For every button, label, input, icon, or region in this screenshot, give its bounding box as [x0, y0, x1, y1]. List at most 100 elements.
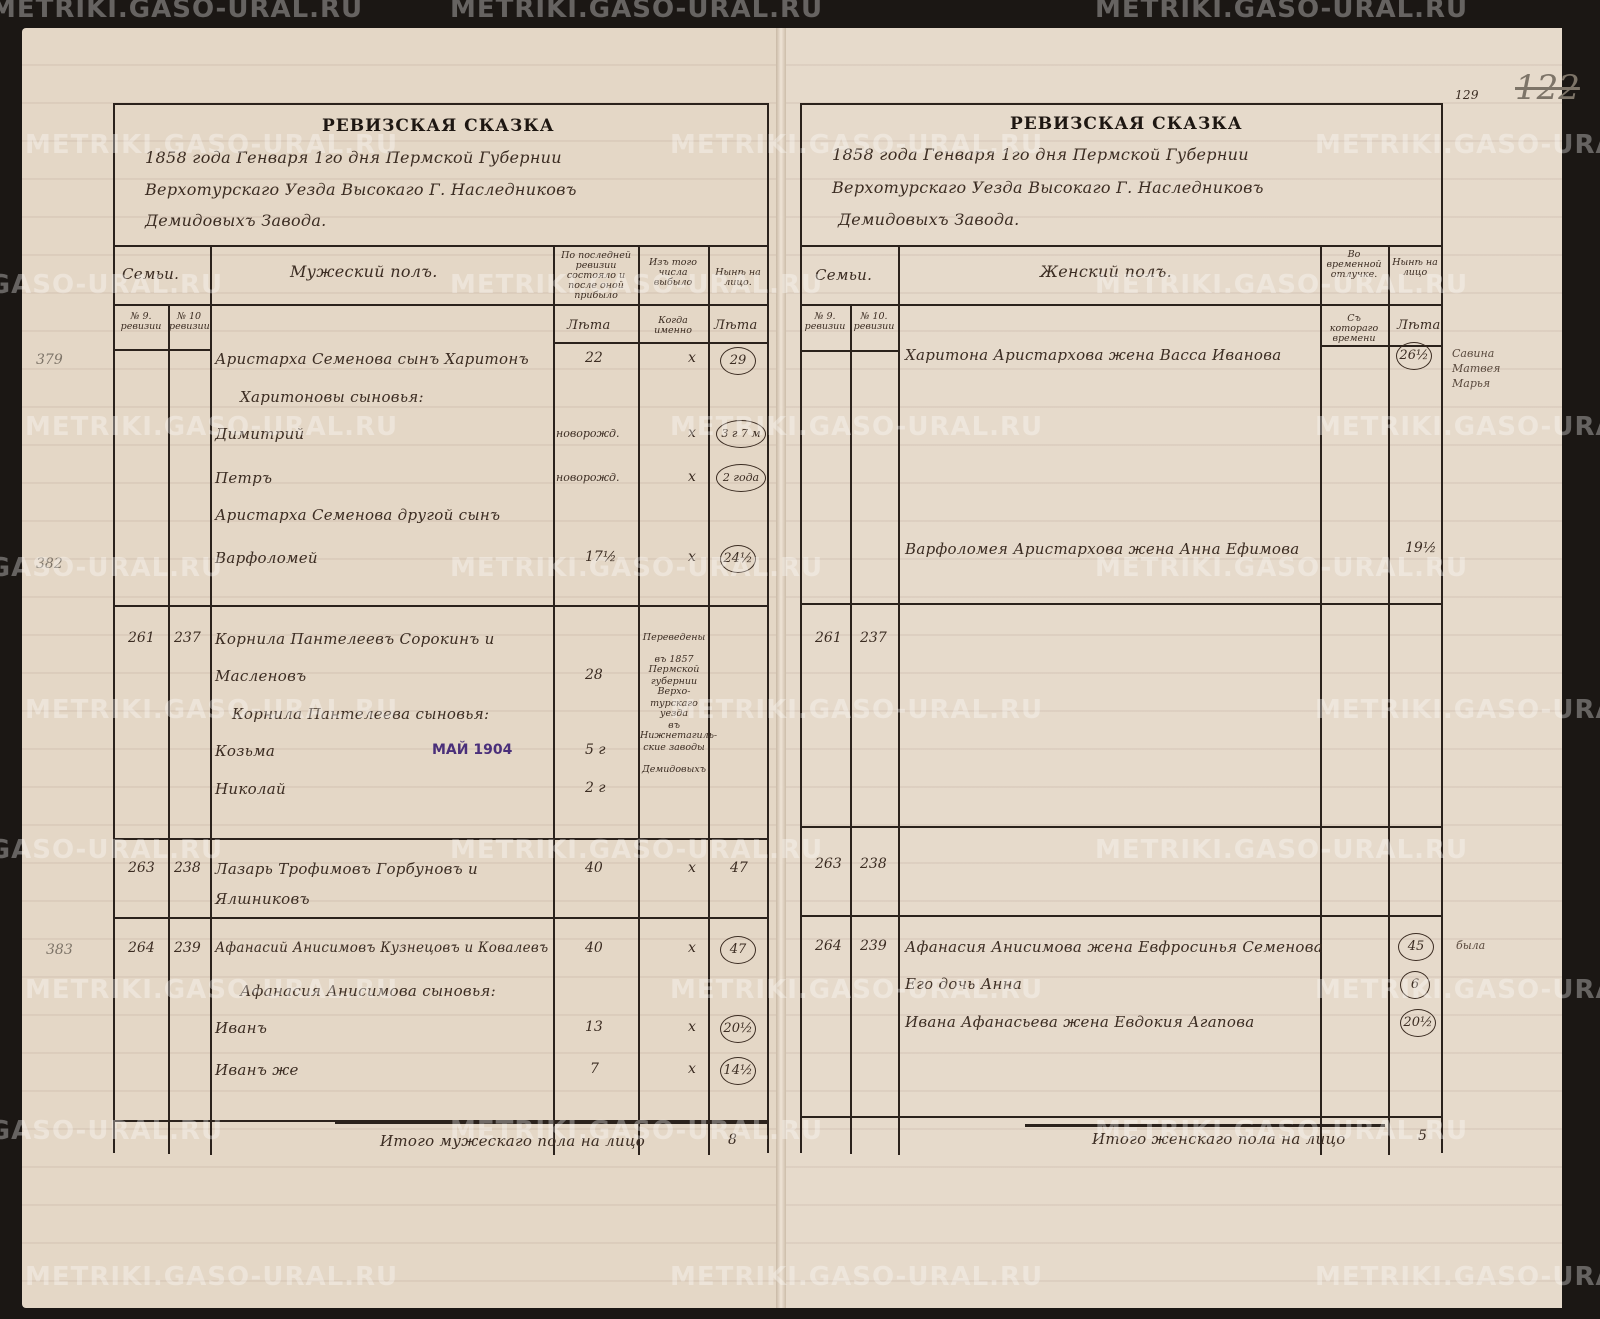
entry-name: Лазарь Трофимовъ Горбуновъ и	[215, 860, 479, 878]
note-line: ские заводы	[643, 742, 705, 753]
entry-mark: х	[688, 350, 696, 366]
entry-now: 19½	[1405, 540, 1437, 556]
col-families: Семьи.	[815, 266, 873, 284]
entry-name: Иванъ же	[215, 1061, 299, 1079]
margin-note-line: Савина	[1452, 347, 1495, 360]
left-header-line: 1858 года Генваря 1го дня Пермской Губер…	[145, 148, 562, 167]
col-rev10: № 10. ревизии	[853, 311, 895, 332]
entry-rev10: 239	[860, 938, 887, 954]
col-years: Лѣта	[567, 318, 611, 333]
note-line: Переведены	[642, 632, 706, 643]
entry-name: Аристарха Семенова сынъ Харитонъ	[215, 350, 529, 368]
entry-age: 17½	[585, 549, 617, 565]
entry-now: 47	[730, 860, 748, 876]
col-when: Когда именно	[654, 315, 692, 336]
margin-number: 382	[36, 556, 63, 572]
entry-now: 45	[1398, 933, 1434, 961]
col-absence: Во временной отлучке.	[1326, 249, 1382, 280]
watermark: METRIKI.GASO-URAL.RU	[1095, 0, 1469, 24]
entry-rev9: 263	[815, 856, 842, 872]
note-line: Демидовыхъ	[641, 764, 707, 775]
col-departed: Изъ того числа выбыло	[648, 257, 698, 288]
entry-rev9: 264	[128, 940, 155, 956]
entry-age: 2 г	[585, 780, 606, 796]
entry-mark: х	[688, 1061, 696, 1077]
entry-mark: х	[688, 1019, 696, 1035]
entry-now: 29	[720, 347, 756, 375]
note-line: турскаго уезда	[650, 698, 698, 719]
entry-name: Афанасия Анисимова сыновья:	[240, 982, 497, 1000]
entry-rev10: 239	[174, 940, 201, 956]
col-sex: Женский полъ.	[1040, 262, 1172, 281]
entry-mark: х	[688, 425, 696, 441]
entry-age: 40	[585, 860, 603, 876]
date-stamp: МАЙ 1904	[432, 742, 513, 758]
entry-name: Николай	[215, 780, 286, 798]
entry-age: 28	[585, 667, 603, 683]
col-last-revision: По последней ревизии состояло и после он…	[561, 250, 631, 301]
entry-rev9: 261	[815, 630, 842, 646]
page-number: 129	[1455, 88, 1479, 102]
entry-age: новорожд.	[556, 471, 620, 484]
male-total-label: Итого мужескаго пола на лицо	[380, 1132, 646, 1150]
margin-note-line: Марья	[1452, 377, 1491, 390]
entry-now: 47	[720, 936, 756, 964]
col-years: Лѣта	[714, 318, 758, 333]
entry-rev10: 237	[860, 630, 887, 646]
entry-now: 20½	[720, 1015, 756, 1043]
entry-mark: х	[688, 860, 696, 876]
entry-rev10: 237	[174, 630, 201, 646]
watermark: METRIKI.GASO-URAL.RU	[450, 0, 824, 24]
right-header-line: Демидовыхъ Завода.	[838, 210, 1020, 229]
entry-age: 5 г	[585, 742, 606, 758]
col-rev10: № 10 ревизии	[169, 311, 210, 332]
entry-age: новорожд.	[556, 427, 620, 440]
entry-age: 13	[585, 1019, 603, 1035]
entry-now: 3 г 7 м	[716, 420, 766, 448]
margin-number: 379	[36, 352, 63, 368]
margin-note: Савина Матвея Марья	[1452, 346, 1500, 391]
entry-name: Афанасия Анисимова жена Евфросинья Семен…	[905, 938, 1324, 956]
entry-mark: х	[688, 469, 696, 485]
entry-now: 6	[1400, 971, 1430, 999]
col-rev9: № 9. ревизии	[120, 311, 162, 332]
entry-rev10: 238	[860, 856, 887, 872]
female-total-value: 5	[1418, 1128, 1427, 1144]
note-line: губернии Верхо-	[650, 676, 698, 697]
col-present: Нынѣ на лицо.	[715, 267, 761, 288]
entry-now: 14½	[720, 1057, 756, 1085]
entry-rev9: 263	[128, 860, 155, 876]
entry-name: Аристарха Семенова другой сынъ	[215, 506, 501, 524]
col-families: Семьи.	[122, 265, 180, 283]
entry-name: Харитоновы сыновья:	[240, 388, 424, 406]
entry-name: Димитрий	[215, 425, 305, 443]
entry-name: Ялшниковъ	[215, 890, 310, 908]
entry-name: Масленовъ	[215, 667, 307, 685]
entry-now: 20½	[1400, 1009, 1436, 1037]
entry-rev9: 261	[128, 630, 155, 646]
entry-mark: х	[688, 549, 696, 565]
col-sex: Мужеский полъ.	[290, 262, 438, 281]
margin-note: была	[1456, 939, 1486, 952]
right-header-line: Верхотурскаго Уезда Высокаго Г. Наследни…	[832, 178, 1264, 197]
entry-name: Его дочь Анна	[905, 975, 1023, 993]
male-total-value: 8	[728, 1132, 737, 1148]
entry-name: Корнила Пантелеевъ Сорокинъ и	[215, 630, 495, 648]
female-total-label: Итого женскаго пола на лицо	[1092, 1130, 1346, 1148]
entry-name: Корнила Пантелеева сыновья:	[232, 705, 490, 723]
entry-age: 7	[590, 1061, 599, 1077]
entry-name: Афанасий Анисимовъ Кузнецовъ и Ковалевъ	[215, 940, 549, 956]
left-title: РЕВИЗСКАЯ СКАЗКА	[322, 116, 555, 136]
margin-note-line: Матвея	[1452, 362, 1501, 375]
entry-name: Козьма	[215, 742, 276, 760]
entry-now: 26½	[1396, 342, 1432, 370]
entry-name: Ивана Афанасьева жена Евдокия Агапова	[905, 1013, 1255, 1031]
col-present: Нынѣ на лицо	[1392, 257, 1438, 278]
watermark: METRIKI.GASO-URAL.RU	[0, 0, 364, 24]
col-rev9: № 9. ревизии	[804, 311, 846, 332]
note-line: въ Нижнетагиль-	[640, 720, 718, 741]
book-gutter	[776, 28, 786, 1308]
col-years: Лѣта	[1397, 318, 1441, 333]
entry-mark: х	[688, 940, 696, 956]
right-header-line: 1858 года Генваря 1го дня Пермской Губер…	[832, 145, 1249, 164]
